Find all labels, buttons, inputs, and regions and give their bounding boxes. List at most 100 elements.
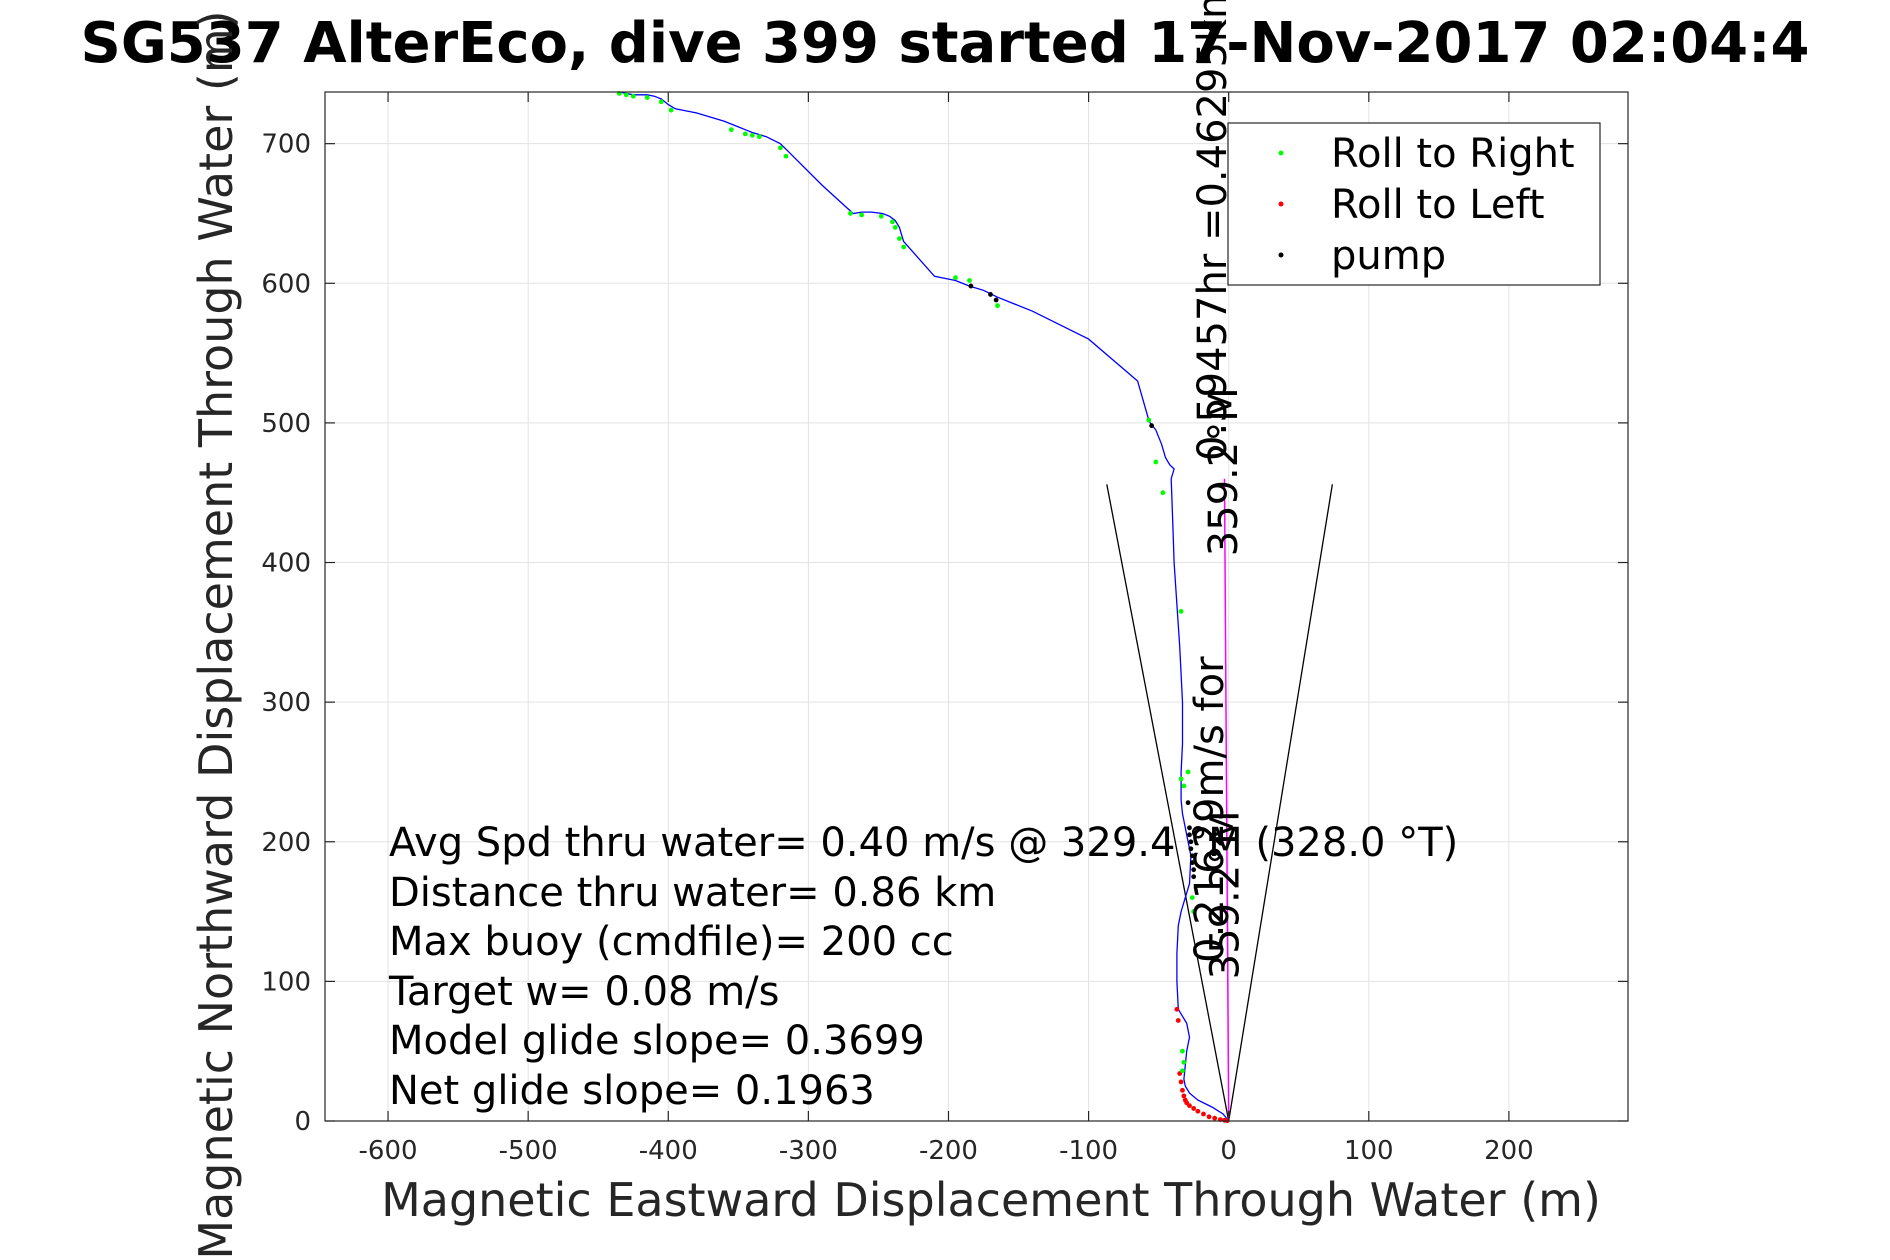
cone-lines [1106,484,1334,1122]
pump-point [1188,846,1194,852]
x-tick-label: -400 [639,1136,698,1166]
roll-left-point [1206,1114,1212,1120]
pump-point [993,297,999,303]
roll-left-point [1180,1087,1185,1093]
roll-right-point [783,153,789,159]
cone-line [1228,484,1334,1122]
x-tick-label: -200 [919,1136,978,1166]
annotation-target-w: Target w= 0.08 m/s [388,969,779,1015]
roll-left-point [1212,1115,1218,1121]
roll-right-point [892,225,898,230]
x-tick-label: -500 [499,1136,558,1166]
annotation-model-glide-slope: Model glide slope= 0.3699 [389,1018,925,1064]
x-axis-label: Magnetic Eastward Displacement Through W… [381,1173,1601,1227]
roll-right-point [1160,490,1166,496]
roll-right-point [623,92,629,98]
roll-right-point [1180,1068,1185,1074]
pump-point [988,292,993,297]
roll-right-point [890,219,895,225]
y-tick-label: 700 [261,130,311,160]
legend-box [1227,122,1601,286]
roll-right-point [1178,608,1184,614]
x-tick-label: 200 [1484,1136,1534,1166]
roll-right-point [995,303,1000,309]
roll-right-point [630,93,636,99]
legend-marker-roll-right [1278,150,1284,156]
roll-right-point [1146,417,1152,423]
roll-right-point [777,145,783,151]
roll-left-point [1191,1106,1197,1111]
x-tick-label: -300 [779,1136,838,1166]
legend-marker-pump [1278,252,1284,258]
roll-left-point [1201,1111,1206,1117]
pump-point [1191,867,1197,873]
roll-right-point [859,212,865,218]
pump-point [1187,832,1192,838]
axis-ticks: -600 -500 -400 -300 -200 -100 0 100 200 0 100 200 30… [261,92,1628,1166]
y-tick-label: 300 [261,688,311,718]
pump-point [1189,860,1195,866]
roll-right-point [848,211,853,216]
y-tick-label: 100 [261,967,311,997]
x-tick-label: -600 [359,1136,418,1166]
y-tick-label: 500 [261,409,311,439]
roll-right-point [1181,783,1187,789]
heading-label-upper: 359.2°M [1201,387,1247,556]
current-vector-group [1223,478,1230,1122]
roll-right-point [749,132,755,138]
legend-label-roll-right: Roll to Right [1331,131,1575,177]
roll-right-point [742,131,748,137]
pump-point [1189,853,1195,859]
axes-frame [324,91,1629,1122]
y-tick-label: 600 [261,269,311,299]
roll-left-point [1174,1006,1180,1012]
pump-point [1185,800,1191,806]
roll-right-point [1189,895,1195,901]
roll-left-point [1195,1108,1201,1114]
pump-point [1191,874,1197,880]
roll-left-point [1178,1079,1184,1085]
roll-right-point [901,244,907,250]
annotation-max-buoy: Max buoy (cmdfile)= 200 cc [389,919,954,965]
roll-right-point [953,275,958,281]
pump-point [1149,423,1155,429]
roll-right-point [967,278,972,283]
legend-label-roll-left: Roll to Left [1331,182,1545,228]
marker-points [616,90,1230,1124]
annotation-net-glide-slope: Net glide slope= 0.1963 [389,1068,875,1114]
y-tick-label: 400 [261,549,311,579]
x-tick-label: 0 [1220,1136,1237,1166]
legend: Roll to Right Roll to Left pump [1227,122,1601,286]
roll-right-point [658,99,664,105]
roll-left-point [1187,1103,1192,1109]
roll-right-point [756,134,762,140]
pump-point [968,283,974,289]
annotation-avg-speed: Avg Spd thru water= 0.40 m/s @ 329.4 °M … [389,820,1458,866]
roll-right-point [1180,1048,1185,1054]
current-speed-label: 0.21629m/s for [1187,656,1233,963]
x-tick-label: 100 [1344,1136,1394,1166]
current-vector-line [1223,478,1230,1122]
roll-right-point [897,236,902,242]
roll-right-point [728,127,734,133]
y-axis-label: Magnetic Northward Displacement Through … [189,10,243,1259]
chart-title: SG537 AlterEco, dive 399 started 17-Nov-… [81,11,1810,76]
roll-right-point [668,107,674,113]
roll-right-point [1178,776,1184,782]
cone-line [1106,484,1230,1122]
roll-right-point [1191,909,1197,914]
pump-point [1188,839,1194,845]
pump-point [1187,825,1192,831]
annotation-distance: Distance thru water= 0.86 km [389,870,996,916]
legend-label-pump: pump [1331,233,1446,279]
roll-left-point [1175,1018,1181,1023]
roll-right-point [644,95,650,100]
roll-right-point [878,213,884,219]
y-tick-label: 0 [294,1107,311,1137]
x-tick-label: -100 [1059,1136,1118,1166]
stats-annotation: Avg Spd thru water= 0.40 m/s @ 329.4 °M … [388,820,1458,1114]
roll-left-point [1181,1093,1187,1099]
roll-right-point [1153,459,1159,465]
legend-marker-roll-left [1278,201,1284,207]
